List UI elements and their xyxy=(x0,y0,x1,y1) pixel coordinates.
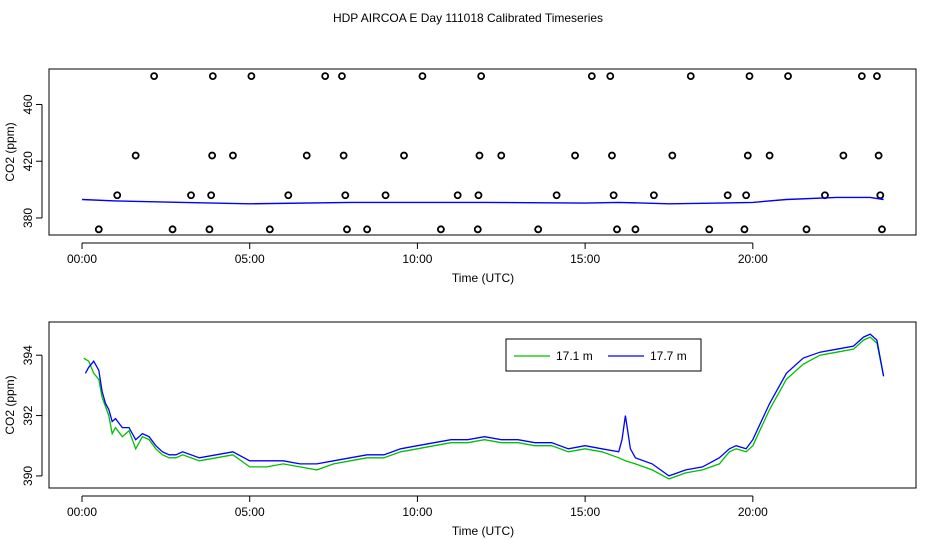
data-point xyxy=(802,225,811,234)
legend: 17.1 m 17.7 m xyxy=(505,338,702,372)
bottom-x-axis-title: Time (UTC) xyxy=(452,524,514,538)
data-point xyxy=(740,225,749,234)
top-y-axis: 380 420 460 xyxy=(21,94,43,228)
data-point xyxy=(609,191,618,200)
data-point xyxy=(606,72,615,80)
data-point xyxy=(497,151,506,160)
data-point xyxy=(363,225,372,234)
y-tick-label: 380 xyxy=(21,208,35,228)
data-point xyxy=(207,191,216,200)
data-point xyxy=(631,225,640,234)
top-x-axis: 00:00 05:00 10:00 15:00 20:00 xyxy=(67,242,768,266)
x-tick-label: 00:00 xyxy=(67,505,97,519)
data-point xyxy=(608,151,616,160)
data-point xyxy=(341,191,350,200)
data-point xyxy=(338,72,346,80)
y-tick-label: 460 xyxy=(21,94,35,114)
data-point xyxy=(418,72,427,80)
data-point xyxy=(343,225,351,234)
data-point xyxy=(205,225,214,234)
x-tick-label: 15:00 xyxy=(570,252,600,266)
top-circles xyxy=(94,72,886,234)
x-tick-label: 15:00 xyxy=(570,505,600,519)
data-point xyxy=(742,191,751,200)
x-tick-label: 20:00 xyxy=(738,252,768,266)
data-point xyxy=(587,72,596,80)
data-point xyxy=(265,225,274,234)
series-17-7m-line xyxy=(84,333,885,477)
top-plot-frame xyxy=(48,68,917,236)
data-point xyxy=(474,191,483,200)
data-point xyxy=(168,225,177,234)
data-point xyxy=(436,225,445,234)
data-point xyxy=(571,151,579,160)
data-point xyxy=(113,191,122,200)
data-point xyxy=(743,151,752,160)
data-point xyxy=(873,72,881,80)
data-point xyxy=(247,72,256,80)
top-series-line xyxy=(81,196,884,205)
data-point xyxy=(876,191,885,200)
data-point xyxy=(613,225,621,234)
x-tick-label: 05:00 xyxy=(235,252,265,266)
data-point xyxy=(187,191,195,200)
bottom-y-axis: 390 392 394 xyxy=(21,345,43,486)
bottom-y-axis-title: CO2 (ppm) xyxy=(3,375,17,434)
legend-label-17-1m: 17.1 m xyxy=(556,349,593,363)
top-panel: 00:00 05:00 10:00 15:00 20:00 380 420 460 Time… xyxy=(3,68,917,285)
bottom-x-axis: 00:00 05:00 10:00 15:00 20:00 xyxy=(67,495,768,519)
chart-title: HDP AIRCOA E Day 111018 Calibrated Times… xyxy=(333,11,603,25)
top-y-axis-title: CO2 (ppm) xyxy=(3,122,17,181)
x-tick-label: 20:00 xyxy=(738,505,768,519)
data-point xyxy=(784,72,792,80)
data-point xyxy=(686,72,695,80)
data-point xyxy=(878,225,886,234)
y-tick-label: 390 xyxy=(21,466,35,486)
data-point xyxy=(839,151,848,160)
y-tick-label: 420 xyxy=(21,151,35,171)
data-point xyxy=(229,151,237,160)
data-point xyxy=(473,225,482,234)
data-point xyxy=(94,225,103,234)
legend-label-17-7m: 17.7 m xyxy=(650,349,687,363)
data-point xyxy=(723,191,732,200)
data-point xyxy=(453,191,462,200)
data-point xyxy=(284,191,293,200)
data-point xyxy=(208,151,217,160)
data-point xyxy=(534,225,543,234)
x-tick-label: 10:00 xyxy=(402,505,432,519)
data-point xyxy=(381,191,390,200)
data-point xyxy=(705,225,714,234)
bottom-panel: 00:00 05:00 10:00 15:00 20:00 390 392 394 Time… xyxy=(3,321,917,538)
x-tick-label: 00:00 xyxy=(67,252,97,266)
x-tick-label: 10:00 xyxy=(402,252,432,266)
top-x-axis-title: Time (UTC) xyxy=(452,271,514,285)
data-point xyxy=(302,151,311,160)
data-point xyxy=(339,151,348,160)
data-point xyxy=(649,191,658,200)
data-point xyxy=(400,151,408,160)
data-point xyxy=(131,151,140,160)
data-point xyxy=(475,151,484,160)
y-tick-label: 392 xyxy=(21,405,35,425)
x-tick-label: 05:00 xyxy=(235,505,265,519)
data-point xyxy=(857,72,866,80)
data-point xyxy=(745,72,754,80)
data-point xyxy=(552,191,561,200)
data-point xyxy=(150,72,159,80)
data-point xyxy=(477,72,486,80)
data-point xyxy=(765,151,774,160)
series-17-1m-line xyxy=(83,336,885,480)
data-point xyxy=(321,72,330,80)
data-point xyxy=(208,72,217,80)
bottom-plot-frame xyxy=(48,321,917,489)
data-point xyxy=(668,151,677,160)
data-point xyxy=(874,151,883,160)
legend-box xyxy=(505,338,702,372)
y-tick-label: 394 xyxy=(21,345,35,365)
